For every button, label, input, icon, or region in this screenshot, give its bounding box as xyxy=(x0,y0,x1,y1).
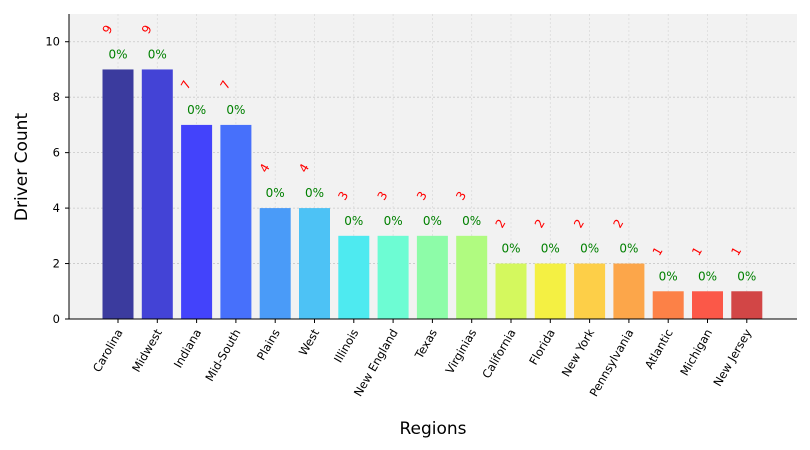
y-tick-label: 8 xyxy=(53,90,60,104)
x-tick-label: Indiana xyxy=(171,327,204,371)
y-axis-ticks: 0 2 4 6 8 10 xyxy=(45,35,69,326)
bar xyxy=(574,263,606,319)
percent-label: 0% xyxy=(737,269,756,283)
bar xyxy=(495,263,527,319)
bar-series xyxy=(102,69,763,319)
percent-label: 0% xyxy=(501,242,520,256)
percent-label: 0% xyxy=(187,103,206,117)
x-tick-label: Mid-South xyxy=(202,327,243,384)
x-axis-title: Regions xyxy=(399,419,466,439)
x-tick-label: West xyxy=(296,326,323,358)
bar xyxy=(731,291,763,319)
x-tick-label: Florida xyxy=(526,327,558,368)
x-tick-label: Carolina xyxy=(90,327,126,375)
bar xyxy=(652,291,684,319)
bar xyxy=(181,124,213,319)
x-tick-label: Plains xyxy=(254,326,283,362)
percent-label: 0% xyxy=(384,214,403,228)
percent-label: 0% xyxy=(305,186,324,200)
x-tick-label: Midwest xyxy=(129,326,165,374)
bar xyxy=(534,263,566,319)
bar xyxy=(102,69,134,319)
percent-label: 0% xyxy=(108,47,127,61)
percent-label: 0% xyxy=(541,242,560,256)
x-tick-label: New York xyxy=(559,326,598,379)
y-axis-title: Driver Count xyxy=(12,113,32,222)
bar xyxy=(377,235,409,319)
percent-label: 0% xyxy=(659,269,678,283)
y-tick-label: 0 xyxy=(53,312,60,326)
bar xyxy=(692,291,723,319)
percent-label: 0% xyxy=(580,242,599,256)
bar xyxy=(416,235,448,319)
bar xyxy=(338,235,370,319)
percent-label: 0% xyxy=(462,214,481,228)
x-tick-label: Texas xyxy=(411,327,440,362)
percent-label: 0% xyxy=(266,186,285,200)
percent-label: 0% xyxy=(226,103,245,117)
x-tick-label: California xyxy=(479,327,518,381)
bar xyxy=(141,69,173,319)
percent-label: 0% xyxy=(698,269,717,283)
x-tick-label: Illinois xyxy=(331,327,361,366)
y-tick-label: 6 xyxy=(53,146,60,160)
bar xyxy=(299,208,330,319)
bar xyxy=(613,263,645,319)
percent-label: 0% xyxy=(344,214,363,228)
bar xyxy=(259,208,291,319)
y-tick-label: 4 xyxy=(53,201,60,215)
percent-label: 0% xyxy=(148,47,167,61)
y-tick-label: 10 xyxy=(45,35,60,49)
x-tick-label: Virginias xyxy=(442,326,479,376)
percent-label: 0% xyxy=(619,242,638,256)
bar xyxy=(220,124,252,319)
percent-label: 0% xyxy=(423,214,442,228)
x-tick-label: Michigan xyxy=(677,327,715,379)
y-tick-label: 2 xyxy=(53,257,60,271)
bar xyxy=(456,235,488,319)
x-tick-label: Atlantic xyxy=(642,327,676,372)
x-tick-label: New Jersey xyxy=(710,326,754,388)
